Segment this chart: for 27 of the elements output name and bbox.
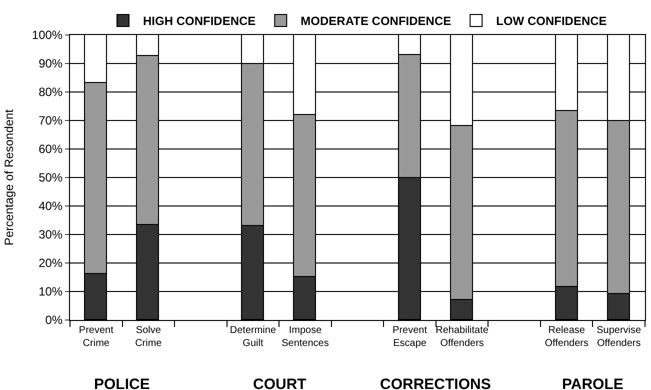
x-tick-label: Prevent Escape bbox=[392, 325, 428, 349]
y-tick-label: 0% bbox=[45, 313, 63, 328]
x-tick-label: Solve Crime bbox=[135, 325, 162, 349]
y-axis-title: Percentage of Resondent bbox=[2, 108, 16, 246]
y-tick-label: 30% bbox=[38, 228, 63, 242]
x-tick-label: Determine Guilt bbox=[230, 325, 276, 349]
y-tick-label: 70% bbox=[38, 114, 63, 128]
x-tick-label: Supervise Offenders bbox=[596, 325, 642, 349]
x-tick-label: Prevent Crime bbox=[78, 325, 114, 349]
y-tick-label: 10% bbox=[38, 284, 63, 299]
text: PAROLE bbox=[562, 376, 624, 390]
y-tick-label: 20% bbox=[38, 256, 63, 270]
y-tick-label: 80% bbox=[38, 85, 63, 100]
legend-label: MODERATE CONFIDENCE bbox=[300, 14, 452, 28]
x-tick-label: Release Offenders bbox=[544, 325, 588, 349]
text: CORRECTIONS bbox=[380, 376, 491, 390]
text: POLICE bbox=[94, 376, 150, 390]
y-tick-label: 40% bbox=[38, 199, 63, 214]
legend-label: LOW CONFIDENCE bbox=[496, 14, 607, 28]
x-tick-label: Rehabilitate Offenders bbox=[436, 325, 489, 349]
y-tick-label: 50% bbox=[38, 170, 63, 185]
y-tick-label: 60% bbox=[38, 142, 63, 156]
legend-label: HIGH CONFIDENCE bbox=[143, 14, 256, 28]
y-tick-label: 100% bbox=[32, 28, 63, 42]
x-tick-label: Impose Sentences bbox=[282, 325, 329, 349]
text: COURT bbox=[253, 376, 306, 390]
y-tick-label: 90% bbox=[38, 56, 63, 71]
